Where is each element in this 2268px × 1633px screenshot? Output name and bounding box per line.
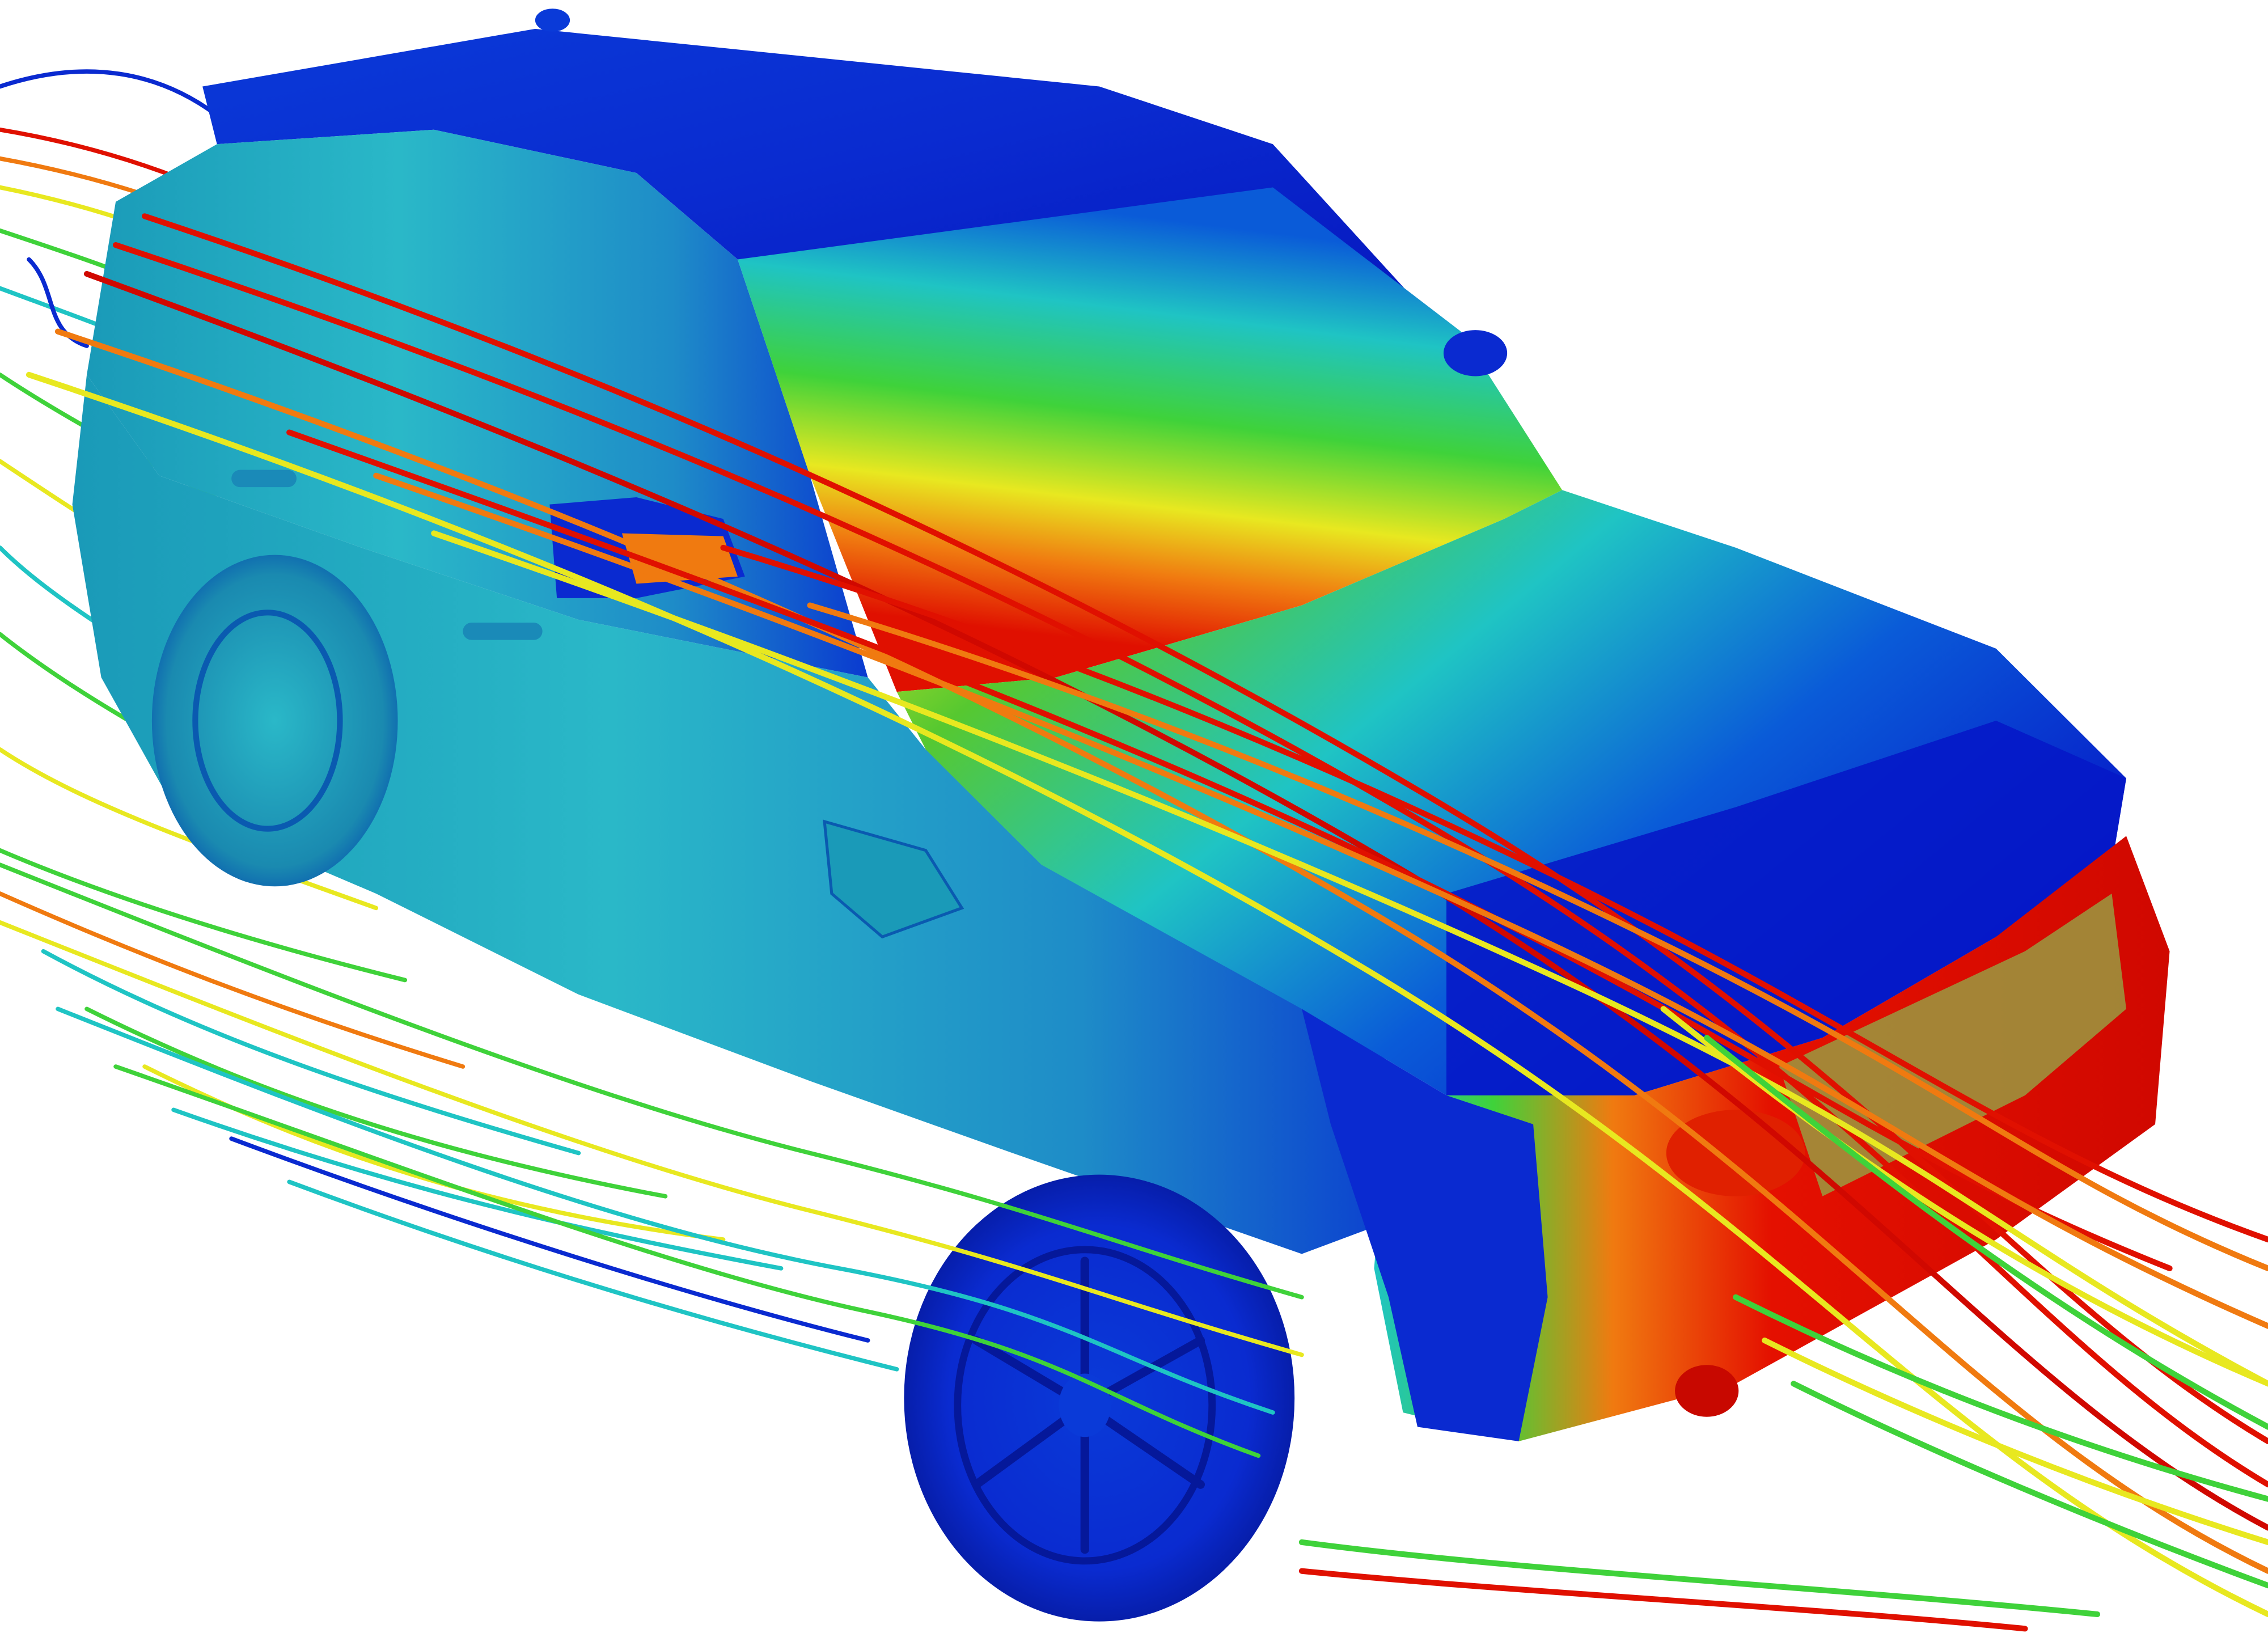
fender-vent — [823, 819, 964, 939]
fog-light — [1675, 1365, 1739, 1417]
rear-wheel — [151, 555, 398, 887]
fascia-left — [1301, 1009, 1548, 1441]
roof-antenna — [535, 9, 570, 32]
door-handle-front — [463, 623, 543, 640]
front-streamlines — [26, 213, 2268, 1632]
side-body — [72, 374, 1417, 1254]
suv-body — [72, 9, 2170, 1441]
far-mirror — [1443, 330, 1508, 376]
door-handle-rear — [231, 469, 297, 488]
windshield — [738, 187, 1563, 692]
hood-front-edge — [1446, 720, 2126, 1095]
front-wheel-hub — [1059, 1373, 1111, 1437]
headlight — [1666, 1110, 1805, 1196]
underbody-streamlines — [0, 862, 1304, 1458]
front-wheel-rim — [954, 1246, 1216, 1565]
rear-wheel-rim — [192, 610, 343, 832]
wheels — [151, 555, 1295, 1622]
